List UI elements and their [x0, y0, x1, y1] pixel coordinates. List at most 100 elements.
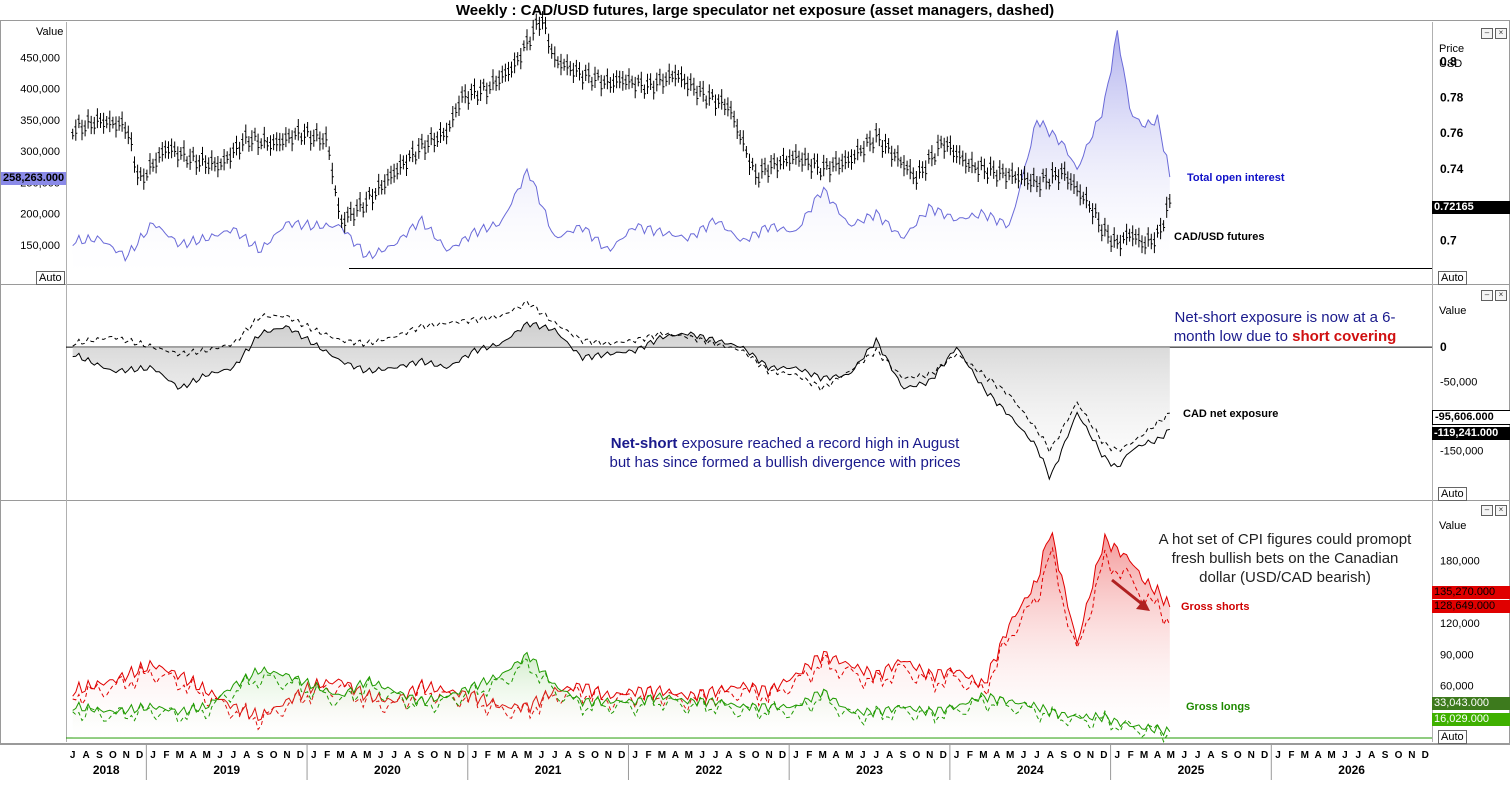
price-bar [170, 138, 174, 159]
price-bar [884, 133, 887, 154]
price-bar [1041, 168, 1045, 183]
price-bar [253, 127, 257, 141]
price-bar [1007, 168, 1011, 181]
price-bar [914, 171, 918, 190]
price-bar [244, 124, 248, 144]
price-bar [942, 137, 946, 159]
x-month-label: M [818, 750, 826, 761]
price-bar [729, 100, 733, 120]
x-year-label: 2019 [213, 763, 240, 777]
net-tick-label: 0 [1440, 340, 1447, 354]
price-bar [213, 157, 217, 172]
longs-last-value-label-1: 33,043.000 [1432, 697, 1510, 710]
price-bar [587, 62, 591, 84]
price-bar [1013, 171, 1017, 184]
price-bar [964, 152, 968, 174]
price-bar [231, 142, 235, 158]
price-bar [1146, 227, 1150, 247]
minimize-icon[interactable]: – [1481, 28, 1493, 39]
close-icon[interactable]: × [1495, 28, 1507, 39]
price-bar [432, 132, 436, 153]
price-bar [361, 202, 365, 218]
price-bar [445, 122, 449, 145]
close-icon[interactable]: × [1495, 505, 1507, 516]
price-bar [890, 145, 894, 167]
auto-scale-gross[interactable]: Auto [1438, 730, 1467, 744]
x-month-label: M [176, 750, 184, 761]
price-bar [92, 116, 96, 135]
price-bar [108, 110, 112, 133]
x-month-label: D [457, 750, 464, 761]
price-bar [318, 131, 322, 151]
x-month-label: F [1288, 750, 1294, 761]
price-bar [528, 36, 532, 51]
price-bar [337, 197, 340, 219]
price-bar [698, 81, 702, 97]
x-month-label: S [1221, 750, 1228, 761]
price-bar [126, 125, 130, 145]
price-bar [627, 68, 631, 90]
x-month-label: N [1248, 750, 1255, 761]
price-bar [911, 167, 915, 185]
price-bar [120, 111, 124, 132]
x-month-label: A [886, 750, 893, 761]
price-bar [380, 180, 384, 195]
price-bar [491, 69, 495, 91]
price-bar [689, 73, 693, 91]
price-bar [692, 77, 696, 96]
price-bar [537, 16, 541, 36]
price-bar [1026, 172, 1030, 190]
close-icon[interactable]: × [1495, 290, 1507, 301]
price-bar [760, 158, 764, 179]
price-bar [673, 64, 677, 87]
price-bar [312, 129, 316, 147]
x-month-label: A [1315, 750, 1322, 761]
price-bar [822, 154, 826, 177]
price-bar [1029, 173, 1033, 193]
price-bar [411, 140, 415, 163]
annotation-arrow-head [1136, 599, 1150, 611]
price-bar [133, 156, 136, 173]
price-bar [185, 156, 189, 168]
price-bar [590, 76, 594, 91]
gross-tick-label: 60,000 [1440, 681, 1474, 693]
price-bar [123, 121, 127, 139]
x-month-label: J [391, 750, 397, 761]
price-bar [581, 70, 585, 90]
price-bar [748, 153, 751, 175]
price-bar [1122, 232, 1125, 244]
annotation-line: A hot set of CPI figures could promopt [1158, 531, 1412, 548]
price-bar [556, 56, 560, 69]
minimize-icon[interactable]: – [1481, 505, 1493, 516]
x-month-label: S [418, 750, 425, 761]
price-bar [510, 61, 513, 78]
price-bar [877, 128, 881, 147]
x-month-label: A [511, 750, 518, 761]
x-month-label: J [860, 750, 866, 761]
right-tick-label: 0.78 [1440, 90, 1464, 104]
price-bar [1165, 196, 1169, 218]
price-bar [794, 144, 798, 165]
asset-manager-net-line [72, 300, 1170, 454]
gross-longs-asset-manager-line [72, 658, 1171, 743]
price-bar [766, 164, 770, 183]
price-bar [324, 126, 328, 148]
x-month-label: S [1060, 750, 1067, 761]
net-last-value-label-2: -119,241.000 [1432, 427, 1510, 440]
price-bar [636, 74, 640, 87]
price-bar [958, 145, 962, 165]
price-bar [83, 120, 87, 137]
minimize-icon[interactable]: – [1481, 290, 1493, 301]
auto-scale-net[interactable]: Auto [1438, 487, 1467, 501]
auto-scale-right[interactable]: Auto [1438, 271, 1467, 285]
price-bar [358, 192, 362, 212]
x-month-label: O [109, 750, 117, 761]
price-bar [1134, 229, 1138, 245]
price-bar [1075, 181, 1079, 197]
annotation-line: exposure reached a record high in August [681, 435, 960, 452]
x-month-label: N [765, 750, 772, 761]
auto-scale-left[interactable]: Auto [36, 271, 65, 285]
price-bar [908, 159, 912, 180]
price-bar [179, 147, 183, 160]
